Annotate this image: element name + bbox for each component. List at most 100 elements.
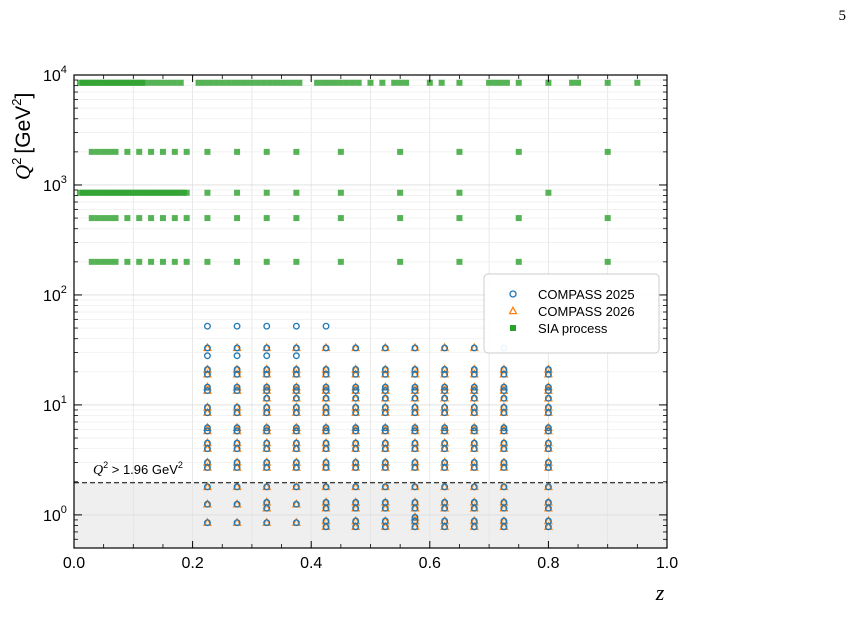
- compass-2025-point: [292, 344, 300, 352]
- sia-point: [248, 79, 255, 86]
- compass-2025-point: [322, 483, 330, 491]
- compass-2025-point: [352, 387, 360, 395]
- sia-point: [183, 258, 190, 265]
- sia-point: [159, 215, 166, 222]
- compass-2025-point: [470, 424, 478, 432]
- compass-2025-point: [470, 394, 478, 402]
- y-tick-exponent: 2: [61, 284, 67, 296]
- y-axis-title-unit: [GeV: [12, 106, 35, 154]
- compass-2025-point: [411, 383, 419, 391]
- sia-point: [296, 79, 303, 86]
- legend-label-sia: SIA process: [538, 321, 608, 336]
- compass-2025-point: [263, 370, 271, 378]
- compass-2025-point: [203, 439, 211, 447]
- sia-point: [94, 258, 101, 265]
- compass-2025-point: [322, 383, 330, 391]
- y-axis-title-unit-exponent: 2: [9, 99, 24, 106]
- compass-2025-point: [381, 344, 389, 352]
- compass-2025-point: [352, 439, 360, 447]
- compass-2025-point: [263, 344, 271, 352]
- compass-2025-point: [441, 427, 449, 435]
- sia-point: [106, 148, 113, 155]
- sia-point: [112, 258, 119, 265]
- sia-point: [106, 215, 113, 222]
- compass-2025-point: [292, 483, 300, 491]
- compass-2025-point: [544, 383, 552, 391]
- compass-2025-point: [500, 394, 508, 402]
- compass-2025-point: [441, 387, 449, 395]
- legend[interactable]: COMPASS 2025 COMPASS 2026 SIA process: [483, 273, 660, 354]
- sia-point: [266, 79, 273, 86]
- sia-point: [136, 148, 143, 155]
- compass-2025-point: [411, 439, 419, 447]
- compass-2025-point: [263, 366, 271, 373]
- compass-2025-point: [352, 370, 360, 378]
- compass-2025-point: [441, 424, 449, 432]
- sia-point: [515, 258, 522, 265]
- compass-2025-point: [411, 366, 419, 373]
- compass-2025-point: [470, 458, 478, 466]
- x-tick-label: 1.0: [656, 555, 678, 572]
- compass-2025-point: [233, 383, 241, 391]
- sia-point: [148, 79, 155, 86]
- compass-2025-point: [263, 519, 271, 527]
- compass-2025-point: [470, 439, 478, 447]
- sia-point: [124, 258, 131, 265]
- compass-2025-point: [292, 352, 300, 360]
- y-tick-base: 10: [43, 68, 61, 85]
- sia-point: [136, 258, 143, 265]
- compass-2025-point: [411, 498, 419, 506]
- compass-2025-point: [381, 394, 389, 402]
- compass-2025-point: [441, 403, 449, 411]
- compass-2025-point: [352, 366, 360, 373]
- sia-point: [272, 79, 279, 86]
- compass-2025-point: [292, 387, 300, 395]
- compass-2025-point: [381, 498, 389, 506]
- sia-point: [403, 79, 410, 86]
- compass-2025-point: [500, 424, 508, 432]
- sia-point: [391, 79, 398, 86]
- sia-point: [195, 79, 202, 86]
- legend-marker-compass-2026: [508, 305, 518, 315]
- compass-2025-point: [233, 483, 241, 491]
- compass-2025-point: [292, 383, 300, 391]
- sia-point: [242, 79, 249, 86]
- compass-2025-point: [292, 439, 300, 447]
- sia-point: [183, 148, 190, 155]
- compass-2025-point: [441, 483, 449, 491]
- y-tick-label: 101: [43, 394, 67, 415]
- compass-2025-point: [500, 458, 508, 466]
- sia-point: [331, 79, 338, 86]
- sia-point: [397, 215, 404, 222]
- sia-point: [337, 148, 344, 155]
- compass-2025-point: [411, 458, 419, 466]
- compass-2025-point: [500, 498, 508, 506]
- sia-point: [486, 79, 493, 86]
- sia-point: [337, 215, 344, 222]
- y-axis-title: Q2[GeV2]: [9, 93, 35, 180]
- compass-2025-point: [292, 519, 300, 527]
- compass-2025-point: [233, 387, 241, 395]
- compass-2025-point: [263, 498, 271, 506]
- compass-2025-point: [544, 366, 552, 373]
- compass-2025-point: [263, 424, 271, 432]
- compass-2025-point: [381, 387, 389, 395]
- compass-2025-point: [411, 517, 419, 525]
- compass-2025-point: [544, 424, 552, 432]
- compass-2025-point: [470, 387, 478, 395]
- sia-point: [604, 79, 611, 86]
- compass-2025-point: [292, 403, 300, 411]
- compass-2025-point: [352, 344, 360, 352]
- compass-2025-series: [203, 322, 552, 531]
- sia-point: [263, 215, 270, 222]
- compass-2025-point: [322, 403, 330, 411]
- compass-2025-point: [322, 458, 330, 466]
- sia-point: [456, 148, 463, 155]
- compass-2025-point: [322, 517, 330, 525]
- compass-2025-point: [203, 458, 211, 466]
- sia-point: [159, 148, 166, 155]
- sia-point: [154, 79, 161, 86]
- x-tick-label: 0.6: [419, 555, 441, 572]
- compass-2025-point: [292, 427, 300, 435]
